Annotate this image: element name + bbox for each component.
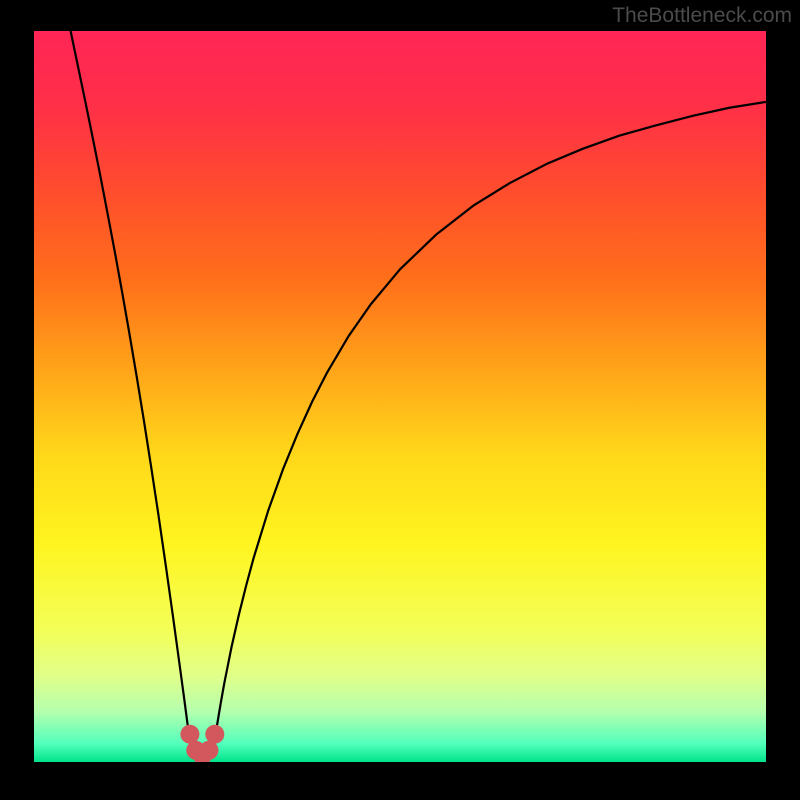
chart-canvas: TheBottleneck.com xyxy=(0,0,800,800)
plot-background xyxy=(34,31,766,762)
watermark-text: TheBottleneck.com xyxy=(612,4,792,28)
plot-svg xyxy=(34,31,766,762)
plot-area xyxy=(34,31,766,762)
curve-marker xyxy=(205,725,224,744)
